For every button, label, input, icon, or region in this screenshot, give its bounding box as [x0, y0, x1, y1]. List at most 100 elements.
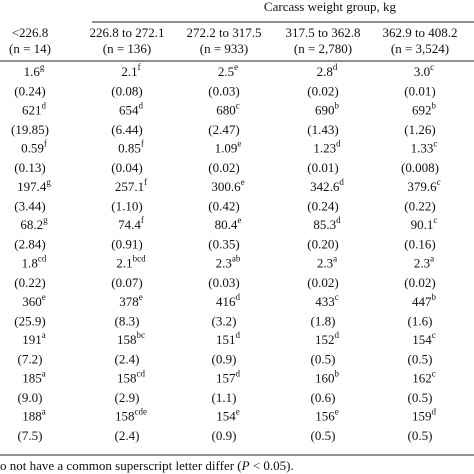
cell-se: (1.8): [311, 313, 336, 328]
cell-value: 0.59f: [21, 139, 47, 156]
value: 433: [315, 294, 335, 309]
superscript: a: [42, 368, 46, 378]
superscript: d: [333, 62, 338, 72]
superscript: e: [139, 292, 143, 302]
superscript: d: [236, 330, 241, 340]
value: 2.8: [317, 64, 333, 79]
cell-se: (0.04): [111, 160, 142, 175]
superscript: d: [42, 100, 47, 110]
superscript: d: [336, 215, 341, 225]
cell-value: 158cd: [117, 368, 145, 385]
cell-value: 159d: [412, 407, 437, 424]
value: 2.3: [414, 255, 430, 270]
superscript: b: [335, 100, 340, 110]
superscript: cd: [137, 368, 146, 378]
value: 152: [315, 332, 335, 347]
cell-se: (0.13): [14, 160, 45, 175]
superscript: d: [236, 368, 241, 378]
cell-value: 0.85f: [118, 139, 144, 156]
value: 1.8: [22, 255, 38, 270]
cell-se: (0.9): [212, 352, 237, 367]
superscript: f: [138, 62, 141, 72]
cell-se: (0.5): [408, 352, 433, 367]
cell-se: (1.6): [408, 313, 433, 328]
value: 157: [216, 370, 236, 385]
superscript: d: [339, 177, 344, 187]
cell-se: (2.84): [14, 237, 45, 252]
superscript: f: [141, 215, 144, 225]
cell-se: (0.01): [404, 83, 435, 98]
superscript: c: [433, 215, 437, 225]
column-range: 226.8 to 272.1: [89, 25, 164, 40]
superscript: g: [43, 215, 48, 225]
value: 90.1: [411, 217, 434, 232]
cell-se: (1.10): [111, 198, 142, 213]
cell-se: (0.16): [404, 237, 435, 252]
value: 1.23: [313, 141, 336, 156]
cell-value: 416d: [216, 292, 241, 309]
cell-value: 80.4e: [215, 215, 242, 232]
cell-se: (0.20): [307, 237, 338, 252]
cell-se: (0.07): [111, 275, 142, 290]
superscript: e: [237, 139, 241, 149]
cell-value: 378e: [119, 292, 143, 309]
value: 185: [22, 370, 42, 385]
superscript: d: [336, 139, 341, 149]
superscript: d: [432, 407, 437, 417]
cell-value: 342.6d: [310, 177, 344, 194]
superscript: d: [236, 292, 241, 302]
cell-se: (1.26): [404, 122, 435, 137]
value: 158: [117, 370, 137, 385]
superscript: b: [432, 100, 437, 110]
column-n: (n = 3,524): [391, 41, 449, 56]
superscript: bc: [137, 330, 146, 340]
value: 3.0: [414, 64, 430, 79]
value: 416: [216, 294, 236, 309]
cell-value: 162c: [412, 368, 436, 385]
cell-se: (2.9): [115, 390, 140, 405]
superscript: e: [236, 407, 240, 417]
cell-value: 433c: [315, 292, 339, 309]
footnote-text: o not have a common superscript letter d…: [0, 458, 242, 473]
value: 257.1: [115, 179, 144, 194]
value: 154: [216, 409, 236, 424]
value: 378: [119, 294, 139, 309]
value: 2.1: [121, 64, 137, 79]
cell-value: 2.1f: [121, 62, 140, 79]
cell-value: 1.09e: [215, 139, 242, 156]
cell-se: (0.03): [208, 83, 239, 98]
group-label: Carcass weight group, kg: [264, 0, 397, 14]
value: 2.3: [317, 255, 333, 270]
superscript: g: [46, 177, 51, 187]
value: 1.33: [411, 141, 434, 156]
cell-se: (19.85): [11, 122, 49, 137]
cell-se: (0.22): [14, 275, 45, 290]
value: 162: [412, 370, 432, 385]
cell-value: 68.2g: [20, 215, 48, 232]
value: 151: [216, 332, 236, 347]
cell-se: (1.43): [307, 122, 338, 137]
cell-se: (0.5): [408, 390, 433, 405]
cell-value: 2.5e: [218, 62, 238, 79]
value: 2.5: [218, 64, 234, 79]
cell-value: 379.6c: [407, 177, 440, 194]
cell-se: (7.2): [18, 352, 43, 367]
cell-value: 3.0c: [414, 62, 434, 79]
cell-value: 191a: [22, 330, 46, 347]
cell-value: 1.23d: [313, 139, 341, 156]
superscript: f: [44, 139, 47, 149]
value: 690: [315, 102, 335, 117]
cell-value: 151d: [216, 330, 241, 347]
value: 160: [315, 370, 335, 385]
value: 621: [22, 102, 42, 117]
cell-value: 188a: [22, 407, 46, 424]
superscript: bcd: [133, 254, 146, 264]
superscript: cd: [38, 254, 47, 264]
column-n: (n = 136): [103, 41, 152, 56]
cell-value: 2.3ab: [216, 254, 241, 271]
cell-se: (0.24): [307, 198, 338, 213]
value: 342.6: [310, 179, 340, 194]
cell-value: 690b: [315, 100, 340, 117]
cell-se: (6.44): [111, 122, 142, 137]
